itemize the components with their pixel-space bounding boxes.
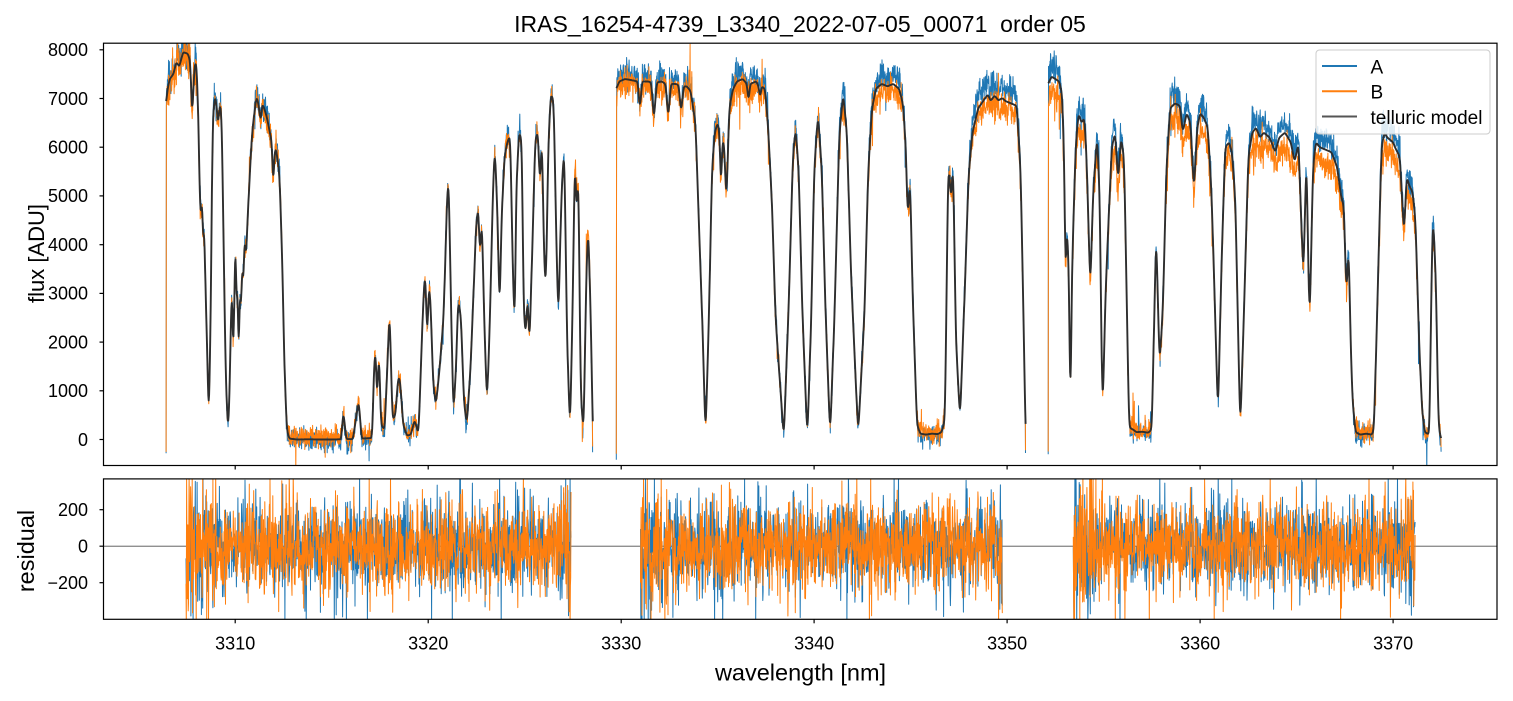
svg-text:5000: 5000 [48, 186, 88, 206]
svg-text:4000: 4000 [48, 235, 88, 255]
svg-text:0: 0 [78, 430, 88, 450]
svg-text:B: B [1371, 83, 1384, 104]
svg-text:wavelength [nm]: wavelength [nm] [714, 660, 886, 686]
svg-text:flux [ADU]: flux [ADU] [24, 204, 49, 303]
svg-text:3320: 3320 [408, 634, 448, 654]
svg-text:7000: 7000 [48, 89, 88, 109]
svg-text:−200: −200 [47, 573, 88, 593]
svg-text:3360: 3360 [1180, 634, 1220, 654]
svg-text:3370: 3370 [1373, 634, 1413, 654]
svg-text:200: 200 [58, 500, 88, 520]
svg-text:2000: 2000 [48, 332, 88, 352]
svg-text:3350: 3350 [987, 634, 1027, 654]
svg-text:3310: 3310 [215, 634, 255, 654]
svg-text:8000: 8000 [48, 40, 88, 60]
svg-text:6000: 6000 [48, 138, 88, 158]
svg-text:telluric model: telluric model [1371, 108, 1483, 129]
svg-text:A: A [1371, 57, 1384, 78]
svg-text:3000: 3000 [48, 284, 88, 304]
svg-text:1000: 1000 [48, 381, 88, 401]
svg-text:3330: 3330 [601, 634, 641, 654]
svg-text:0: 0 [78, 537, 88, 557]
svg-text:residual: residual [13, 510, 39, 592]
svg-text:IRAS_16254-4739_L3340_2022-07-: IRAS_16254-4739_L3340_2022-07-05_00071 o… [514, 11, 1086, 37]
svg-text:3340: 3340 [794, 634, 834, 654]
